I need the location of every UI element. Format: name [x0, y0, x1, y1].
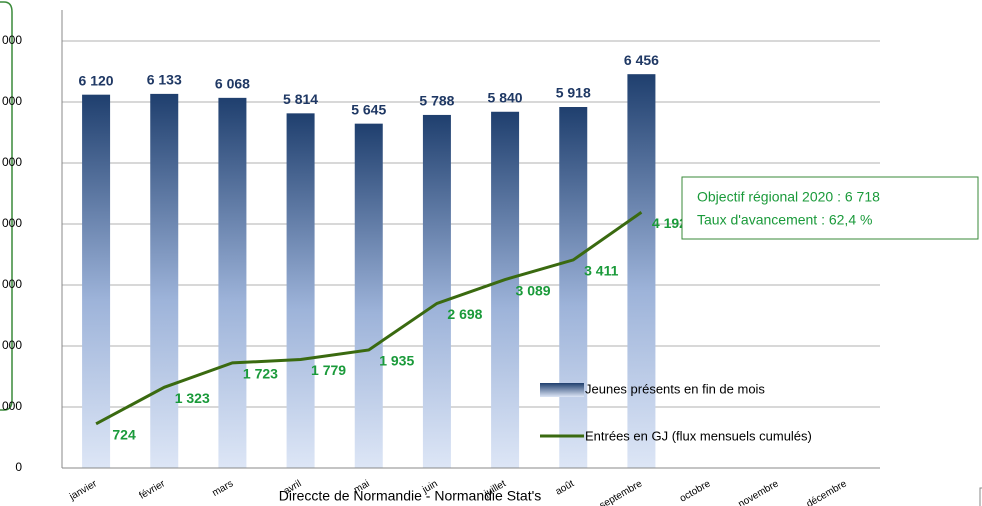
side-frame	[0, 1, 13, 411]
bar	[491, 111, 520, 468]
bar	[354, 123, 383, 468]
line	[95, 211, 643, 426]
bar	[218, 97, 247, 469]
bar	[422, 114, 451, 468]
y-tick-label: 4 000	[0, 216, 22, 230]
line-label: 3 411	[584, 263, 618, 279]
y-tick-label: 6 000	[0, 94, 22, 108]
y-tick-label: 7 000	[0, 33, 22, 47]
line-label: 3 089	[516, 282, 551, 298]
legend-label: Jeunes présents en fin de mois	[585, 381, 765, 396]
annotation: Objectif régional 2020 : 6 718	[697, 189, 880, 205]
line-label: 1 935	[379, 353, 414, 369]
bar	[559, 107, 588, 468]
bar-label: 5 645	[351, 101, 386, 117]
y-tick-label: 1 000	[0, 399, 22, 413]
line-label: 1 723	[243, 366, 278, 382]
bar-label: 6 120	[79, 72, 114, 88]
annotation: Taux d'avancement : 62,4 %	[697, 212, 872, 228]
side-frame	[979, 487, 982, 506]
x-tick-label: août	[554, 478, 577, 497]
legend-label: Entrées en GJ (flux mensuels cumulés)	[585, 428, 812, 443]
x-tick-label: janvier	[67, 478, 99, 503]
bar-label: 5 840	[488, 89, 523, 105]
x-tick-label: novembre	[737, 478, 781, 506]
legend-swatch	[540, 383, 584, 397]
line-label: 724	[112, 427, 136, 443]
y-tick-label: 2 000	[0, 338, 22, 352]
y-tick-label: 5 000	[0, 155, 22, 169]
line-label: 1 779	[311, 362, 346, 378]
bar	[627, 74, 656, 469]
x-tick-label: février	[137, 478, 167, 502]
bar	[82, 94, 111, 469]
annotation-box	[681, 176, 979, 240]
x-tick-label: septembre	[598, 478, 645, 506]
x-tick-label: mars	[210, 478, 235, 499]
line-label: 1 323	[175, 390, 210, 406]
bar-label: 5 788	[419, 93, 454, 109]
bar-label: 5 814	[283, 91, 318, 107]
bar-label: 6 456	[624, 52, 659, 68]
marks	[82, 74, 656, 469]
line-label: 2 698	[447, 306, 482, 322]
bar-label: 6 068	[215, 76, 250, 92]
bar	[286, 113, 315, 468]
bar-label: 5 918	[556, 85, 591, 101]
bar-label: 6 133	[147, 72, 182, 88]
x-tick-label: décembre	[805, 478, 849, 506]
y-tick-label: 0	[15, 460, 22, 474]
y-tick-label: 3 000	[0, 277, 22, 291]
bar	[150, 93, 179, 469]
x-tick-label: octobre	[678, 478, 713, 504]
footer: Direccte de Normandie - Normandie Stat's	[279, 488, 542, 504]
line-label: 4 192	[652, 215, 687, 231]
